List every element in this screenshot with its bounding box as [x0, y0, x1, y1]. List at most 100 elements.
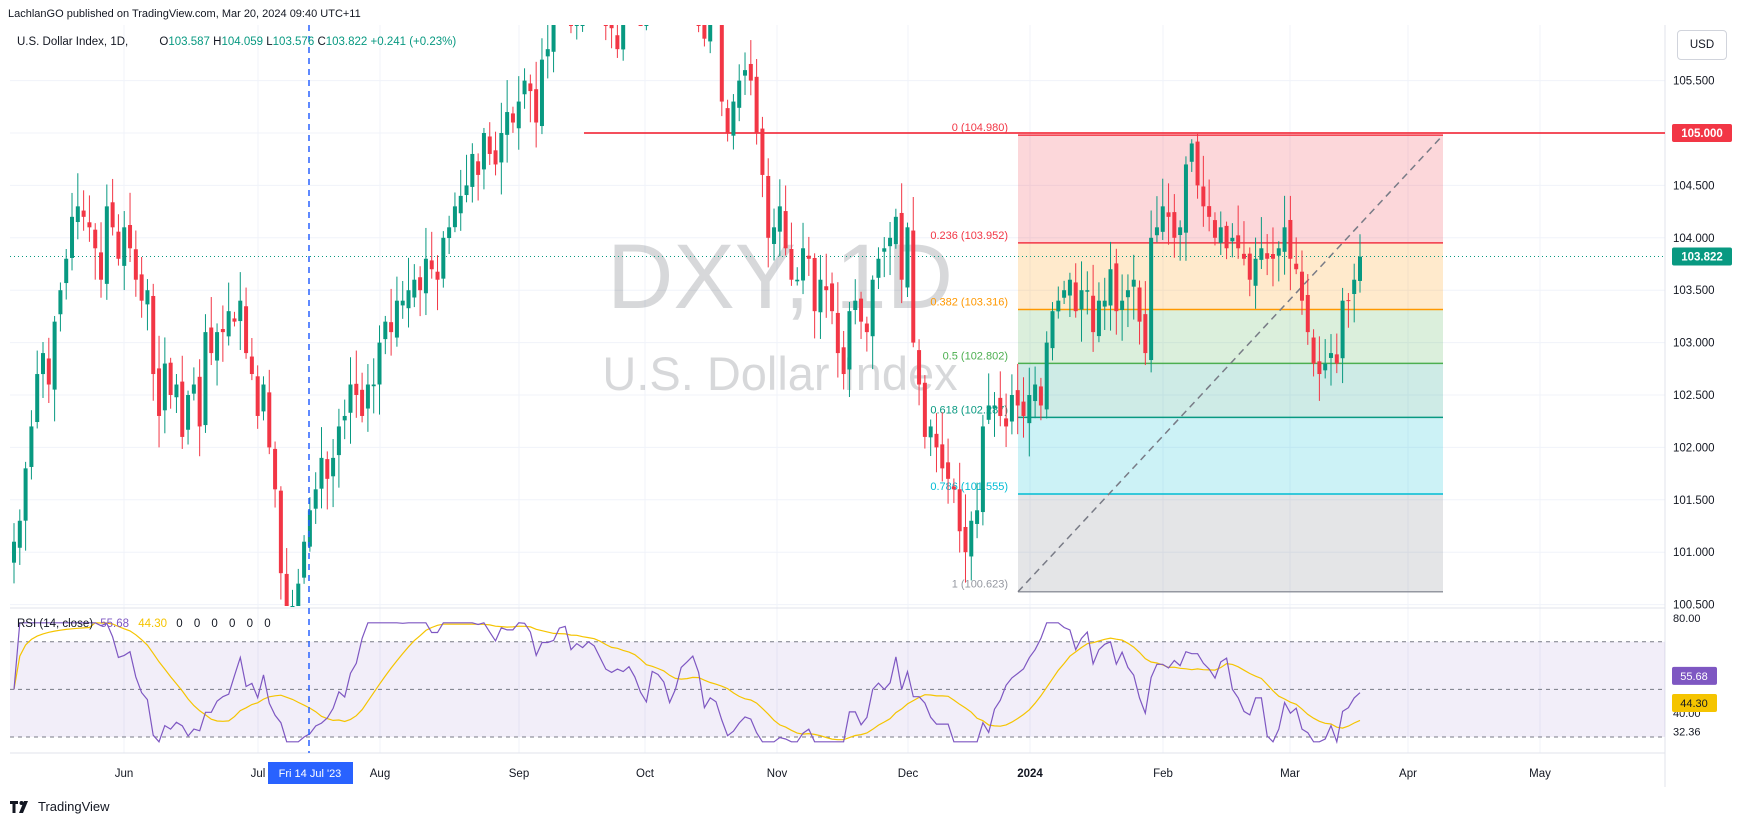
candle-body [1102, 300, 1107, 307]
candle-body [853, 300, 858, 311]
cursor-date-label: Fri 14 Jul '23 [279, 768, 342, 780]
candle-body [447, 227, 452, 239]
candle-body [197, 376, 202, 427]
price-tick-label: 102.500 [1673, 390, 1715, 402]
rsi-pane [10, 622, 1665, 745]
high-label: H [213, 36, 222, 48]
candle-body [1276, 248, 1281, 256]
candle-body [1311, 337, 1316, 364]
candle-body [870, 279, 875, 337]
candle-body [1230, 237, 1235, 242]
candle-body [644, 25, 649, 26]
candle-body [1299, 271, 1304, 301]
rsi-ma-line [13, 622, 1361, 741]
price-tick-label: 103.500 [1673, 285, 1715, 297]
candle-body [783, 211, 788, 249]
candle-body [702, 25, 707, 39]
candle-body [1323, 363, 1328, 371]
candle-body [731, 101, 736, 136]
candle-body [505, 112, 510, 135]
high-value: 104.059 [221, 36, 264, 48]
candle-body [917, 350, 922, 385]
candle-body [1334, 354, 1339, 364]
symbol-legend: U.S. Dollar Index, 1D, O103.587 H104.059… [17, 36, 456, 48]
candle-body [116, 231, 121, 259]
candle-body [342, 415, 347, 421]
candle-body [1085, 290, 1090, 292]
time-tick-label: Jul [251, 768, 266, 780]
candle-body [1044, 342, 1049, 410]
candle-body [638, 25, 643, 26]
candle-body [325, 459, 330, 479]
candle-body [168, 362, 173, 395]
candle-body [1067, 279, 1072, 296]
candle-body [1050, 311, 1055, 349]
candle-body [371, 384, 376, 387]
candle-body [888, 237, 893, 247]
candle-body [603, 25, 608, 26]
rsi-ma-value: 44.30 [138, 618, 168, 630]
candle-body [621, 25, 626, 50]
candle-body [186, 395, 191, 430]
candle-body [1172, 212, 1177, 238]
candle-body [261, 384, 266, 412]
candle-body [122, 227, 127, 266]
candle-body [760, 128, 765, 175]
candle-body [1131, 279, 1136, 287]
candle-body [1125, 290, 1130, 298]
candle-body [1033, 384, 1038, 402]
candle-body [220, 329, 225, 333]
candle-body [1195, 141, 1200, 186]
candle-body [1149, 237, 1154, 361]
fib-level-label: 0.786 (101.555) [930, 481, 1008, 493]
candle-body [46, 358, 51, 385]
close-value: 103.822 [325, 36, 368, 48]
candle-body [267, 392, 272, 448]
rsi-legend: RSI (14, close) 55.68 44.30 0 0 0 0 0 0 [17, 618, 275, 630]
candle-body [818, 279, 823, 313]
candle-body [319, 457, 324, 489]
candle-body [1189, 143, 1194, 162]
last-price-label: 103.822 [1681, 251, 1723, 263]
candle-body [128, 225, 133, 249]
candle-body [847, 311, 852, 370]
candle-body [545, 49, 550, 57]
candle-body [232, 318, 237, 322]
fib-zone [1018, 242, 1443, 310]
price-tick-label: 101.000 [1673, 547, 1715, 559]
fib-zone [1018, 363, 1443, 418]
candle-body [302, 541, 307, 578]
candle-body [174, 384, 179, 398]
candle-body [1207, 206, 1212, 217]
time-tick-label: May [1529, 768, 1551, 780]
candle-body [980, 426, 985, 513]
candle-body [1004, 418, 1009, 427]
currency-button[interactable]: USD [1677, 30, 1727, 60]
candle-body [1183, 164, 1188, 233]
candle-body [516, 101, 521, 129]
candle-body [609, 25, 614, 29]
time-tick-label: Jun [115, 768, 134, 780]
candle-body [336, 426, 341, 456]
candle-body [922, 382, 927, 437]
candle-body [1137, 287, 1142, 322]
candle-body [957, 489, 962, 532]
candle-body [1328, 353, 1333, 358]
candle-body [1120, 300, 1125, 310]
grid [10, 25, 1665, 753]
candle-body [1305, 294, 1310, 333]
candle-body [273, 448, 278, 490]
candle-body [110, 202, 115, 228]
candle-body [725, 108, 730, 133]
fib-level-label: 1 (100.623) [952, 579, 1008, 591]
candle-body [719, 25, 724, 102]
candle-body [133, 249, 138, 280]
candle-body [75, 206, 80, 223]
candle-body [737, 80, 742, 108]
candle-body [1352, 279, 1357, 295]
candle-body [580, 25, 585, 26]
candle-body [389, 322, 394, 333]
candle-body [23, 468, 28, 521]
fib-retracement[interactable]: 0 (104.980) 0.236 (103.952) 0.382 (103.316… [930, 122, 1444, 593]
